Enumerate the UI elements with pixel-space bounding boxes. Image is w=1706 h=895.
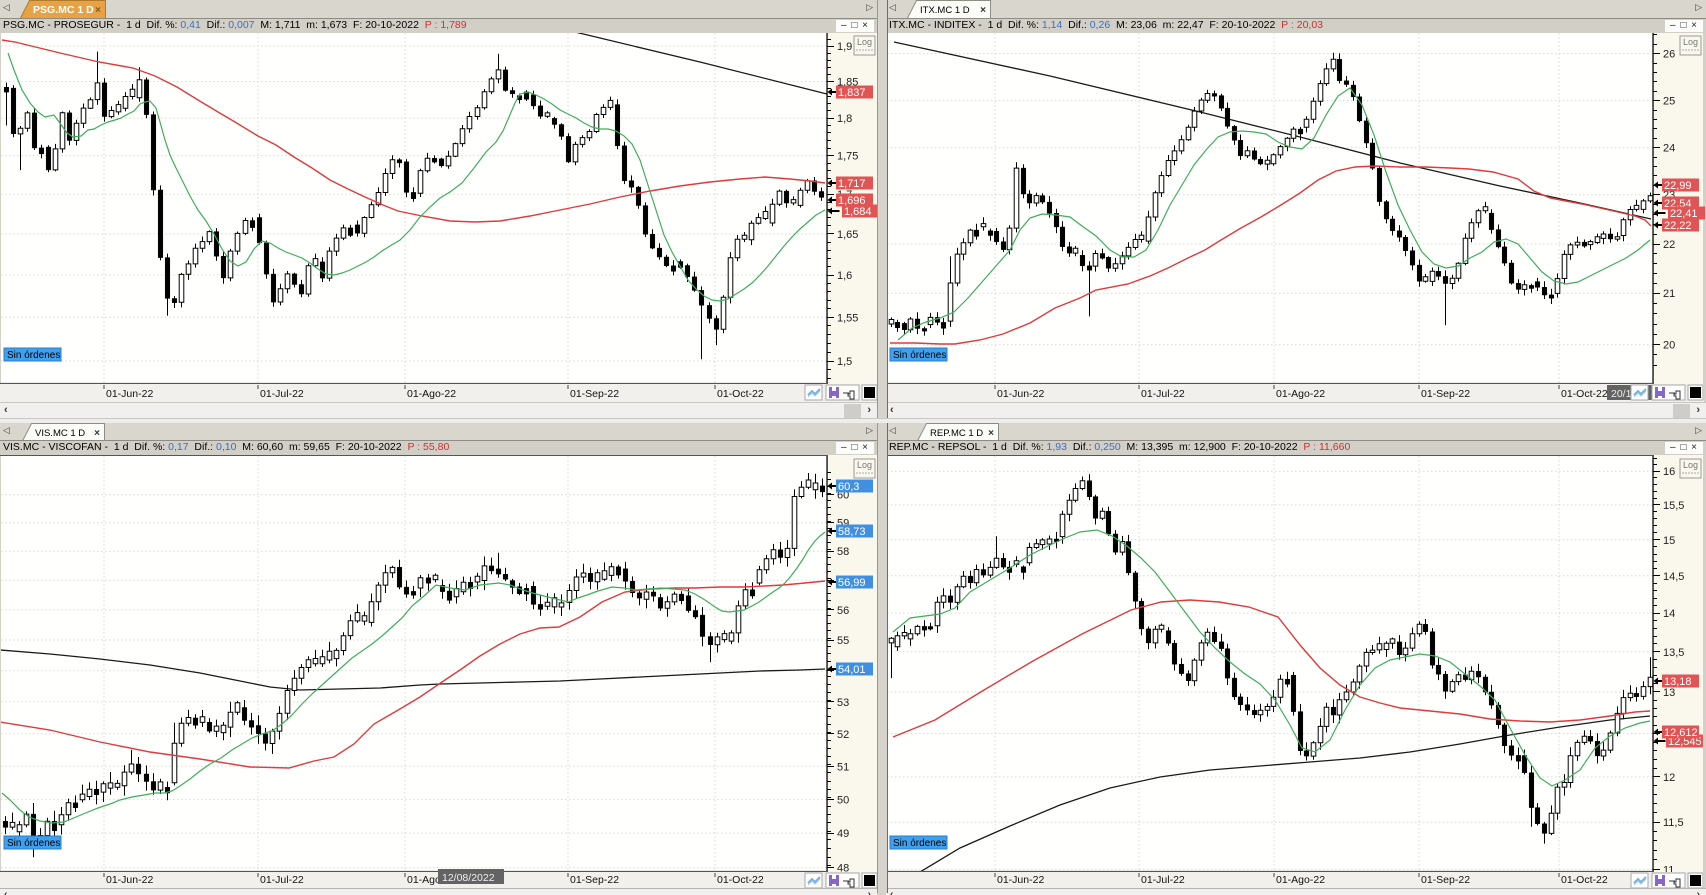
svg-text:12: 12 — [1663, 772, 1675, 784]
svg-text:×: × — [988, 428, 994, 439]
svg-text:01-Sep-22: 01-Sep-22 — [570, 388, 619, 400]
svg-text:15: 15 — [1663, 535, 1675, 547]
svg-text:60: 60 — [837, 490, 849, 502]
svg-text:01-Sep-22: 01-Sep-22 — [1421, 874, 1470, 886]
svg-text:22,99: 22,99 — [1664, 180, 1692, 192]
svg-text:20: 20 — [1663, 340, 1675, 352]
svg-text:Sin órdenes: Sin órdenes — [7, 838, 60, 849]
svg-text:01-Oct-22: 01-Oct-22 — [1561, 388, 1608, 400]
svg-text:56,99: 56,99 — [838, 577, 866, 589]
svg-text:25: 25 — [1663, 96, 1675, 108]
svg-text:21: 21 — [1663, 288, 1675, 300]
svg-text:01-Jul-22: 01-Jul-22 — [1141, 388, 1185, 400]
svg-text:15,5: 15,5 — [1663, 500, 1684, 512]
svg-text:01-Ago-22: 01-Ago-22 — [407, 388, 456, 400]
svg-text:12/08/2022: 12/08/2022 — [442, 872, 495, 884]
svg-text:26: 26 — [1663, 49, 1675, 61]
svg-text:1,696: 1,696 — [838, 195, 866, 207]
svg-text:55: 55 — [837, 635, 849, 647]
svg-text:1,65: 1,65 — [837, 229, 858, 241]
svg-text:01-Jun-22: 01-Jun-22 — [997, 874, 1044, 886]
svg-text:60,3: 60,3 — [838, 481, 859, 493]
svg-text:1,6: 1,6 — [837, 270, 852, 282]
svg-text:12,545: 12,545 — [1668, 736, 1702, 748]
svg-text:Sin órdenes: Sin órdenes — [893, 350, 946, 361]
svg-text:01-Jul-22: 01-Jul-22 — [260, 874, 304, 886]
svg-text:1,837: 1,837 — [838, 87, 866, 99]
svg-text:×: × — [94, 428, 100, 439]
svg-text:12,612: 12,612 — [1664, 727, 1698, 739]
svg-text:50: 50 — [837, 794, 849, 806]
svg-text:Log: Log — [1683, 460, 1698, 470]
svg-text:13: 13 — [1663, 687, 1675, 699]
svg-text:1,5: 1,5 — [837, 356, 852, 368]
svg-text:01-Oct-22: 01-Oct-22 — [717, 388, 764, 400]
svg-text:11: 11 — [1663, 864, 1674, 876]
svg-text:49: 49 — [837, 828, 849, 840]
svg-text:56: 56 — [837, 605, 849, 617]
svg-text:54,01: 54,01 — [838, 664, 866, 676]
svg-text:1,9: 1,9 — [837, 41, 852, 53]
svg-text:01-Ago-22: 01-Ago-22 — [1276, 874, 1325, 886]
svg-text:53: 53 — [837, 697, 849, 709]
svg-text:11,5: 11,5 — [1663, 817, 1684, 829]
svg-text:14,5: 14,5 — [1663, 571, 1684, 583]
svg-text:16: 16 — [1663, 466, 1675, 478]
svg-text:14: 14 — [1663, 608, 1675, 620]
svg-text:58: 58 — [837, 546, 849, 558]
svg-text:01-Oct-22: 01-Oct-22 — [1561, 874, 1608, 886]
svg-text:Sin órdenes: Sin órdenes — [893, 838, 946, 849]
svg-text:VIS.MC 1 D: VIS.MC 1 D — [35, 428, 85, 439]
svg-text:13,5: 13,5 — [1663, 647, 1684, 659]
svg-text:13,18: 13,18 — [1664, 676, 1692, 688]
svg-text:20/1: 20/1 — [1611, 388, 1632, 400]
svg-text:01-Jun-22: 01-Jun-22 — [997, 388, 1044, 400]
svg-text:22: 22 — [1663, 239, 1675, 251]
svg-text:×: × — [95, 5, 101, 16]
svg-text:48: 48 — [837, 863, 849, 875]
svg-text:1,684: 1,684 — [844, 206, 872, 218]
svg-text:Log: Log — [857, 37, 872, 47]
svg-text:ITX.MC 1 D: ITX.MC 1 D — [920, 5, 970, 16]
svg-text:Sin órdenes: Sin órdenes — [7, 350, 60, 361]
svg-text:01-Oct-22: 01-Oct-22 — [717, 874, 764, 886]
svg-text:52: 52 — [837, 729, 849, 741]
svg-text:01-Jul-22: 01-Jul-22 — [260, 388, 304, 400]
svg-text:51: 51 — [837, 761, 849, 773]
svg-text:22,41: 22,41 — [1670, 208, 1698, 220]
svg-text:Log: Log — [857, 460, 872, 470]
svg-text:01-Jun-22: 01-Jun-22 — [106, 874, 153, 886]
svg-text:01-Sep-22: 01-Sep-22 — [1421, 388, 1470, 400]
svg-text:01-Ago-22: 01-Ago-22 — [1276, 388, 1325, 400]
svg-text:01-Jul-22: 01-Jul-22 — [1141, 874, 1185, 886]
svg-text:1,55: 1,55 — [837, 312, 858, 324]
svg-text:×: × — [980, 5, 986, 16]
svg-text:01-Jun-22: 01-Jun-22 — [106, 388, 153, 400]
svg-text:58,73: 58,73 — [838, 526, 866, 538]
svg-text:REP.MC 1 D: REP.MC 1 D — [930, 428, 983, 439]
svg-text:Log: Log — [1683, 37, 1698, 47]
svg-text:01-Sep-22: 01-Sep-22 — [570, 874, 619, 886]
svg-text:PSG.MC 1 D: PSG.MC 1 D — [33, 4, 94, 16]
svg-text:1,8: 1,8 — [837, 113, 852, 125]
svg-text:24: 24 — [1663, 143, 1675, 155]
svg-text:1,717: 1,717 — [838, 178, 866, 190]
svg-text:1,75: 1,75 — [837, 151, 858, 163]
svg-text:22,22: 22,22 — [1664, 220, 1692, 232]
